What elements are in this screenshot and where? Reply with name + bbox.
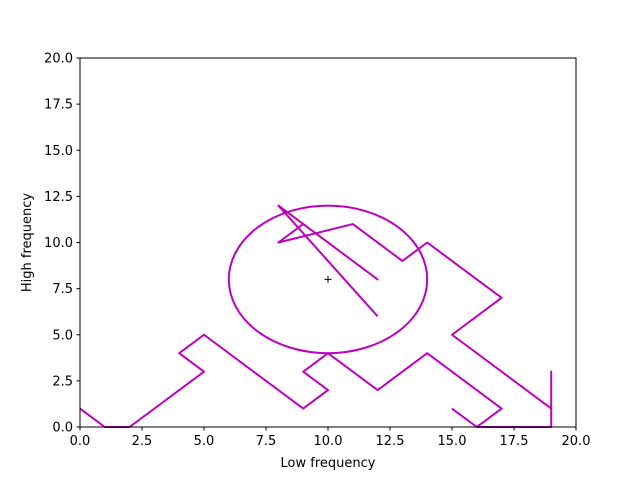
x-tick-label: 0.0 xyxy=(70,434,91,449)
y-tick-label: 20.0 xyxy=(44,52,73,67)
series-line-2 xyxy=(451,407,478,428)
plot-frame xyxy=(79,57,577,428)
y-tick-label: 17.5 xyxy=(44,98,73,113)
x-tick-label: 20.0 xyxy=(562,434,591,449)
x-tick-label: 10.0 xyxy=(314,434,343,449)
y-tick-label: 5.0 xyxy=(52,328,73,343)
y-axis-label: High frequency xyxy=(20,193,35,293)
x-axis-label: Low frequency xyxy=(281,456,376,471)
x-tick-label: 7.5 xyxy=(256,434,277,449)
center-marker xyxy=(324,275,332,283)
y-tick-label: 0.0 xyxy=(52,421,73,436)
y-tick-label: 10.0 xyxy=(44,236,73,251)
y-tick-label: 15.0 xyxy=(44,144,73,159)
x-tick-label: 12.5 xyxy=(376,434,405,449)
x-axis-ticks: 0.0 2.5 5.0 7.5 10.0 12.5 15.0 17.5 20.0 xyxy=(70,427,591,449)
y-axis-ticks: 0.0 2.5 5.0 7.5 10.0 12.5 15.0 17.5 20.0 xyxy=(44,52,80,436)
x-tick-label: 2.5 xyxy=(132,434,153,449)
y-tick-label: 2.5 xyxy=(52,374,73,389)
x-tick-label: 15.0 xyxy=(438,434,467,449)
x-tick-label: 5.0 xyxy=(194,434,215,449)
y-tick-label: 12.5 xyxy=(44,190,73,205)
x-tick-label: 17.5 xyxy=(500,434,529,449)
y-tick-label: 7.5 xyxy=(52,282,73,297)
